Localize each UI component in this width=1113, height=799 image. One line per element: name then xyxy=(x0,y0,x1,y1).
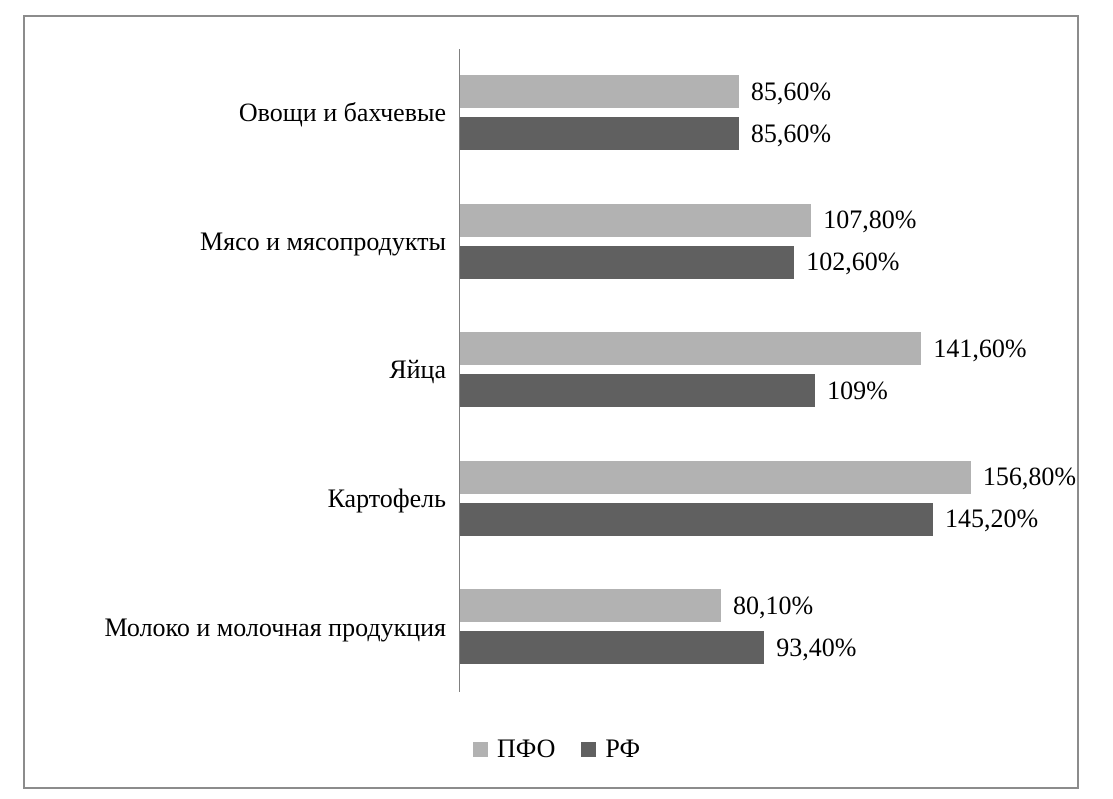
bar-пфо xyxy=(460,589,721,623)
bar-group: Овощи и бахчевые 85,60% 85,60% xyxy=(25,49,1077,178)
value-label-рф: 85,60% xyxy=(750,118,832,148)
chart-frame: Овощи и бахчевые 85,60% 85,60% Мясо и мясоп… xyxy=(23,15,1079,789)
y-axis-line xyxy=(459,49,460,692)
category-label: Яйца xyxy=(389,355,446,385)
bar-пфо xyxy=(460,75,739,108)
bar-group: Молоко и молочная продукция 80,10% 93,40% xyxy=(25,563,1077,692)
bar-пфо xyxy=(460,203,812,237)
bar-рф xyxy=(460,245,795,279)
legend-item-pfo: ПФО xyxy=(473,736,555,762)
bar-пфо xyxy=(460,460,971,494)
legend-swatch-pfo xyxy=(473,741,488,757)
bar-рф xyxy=(460,502,934,536)
bar-group: Картофель 156,80% 145,20% xyxy=(25,435,1077,564)
bar-group: Мясо и мясопродукты 107,80% 102,60% xyxy=(25,178,1077,307)
category-label: Мясо и мясопродукты xyxy=(200,226,446,256)
legend-swatch-rf xyxy=(581,741,597,757)
value-label-рф: 109% xyxy=(827,375,888,405)
legend-label-rf: РФ xyxy=(605,734,640,763)
value-label-пфо: 85,60% xyxy=(750,76,832,106)
value-label-пфо: 80,10% xyxy=(732,590,814,620)
category-label: Картофель xyxy=(327,484,446,514)
plot-area: Овощи и бахчевые 85,60% 85,60% Мясо и мясоп… xyxy=(25,17,1077,787)
legend-label-pfo: ПФО xyxy=(497,734,556,763)
bar-group: Яйца 141,60% 109% xyxy=(25,306,1077,435)
category-label: Молоко и молочная продукция xyxy=(104,612,446,642)
legend: ПФО РФ xyxy=(473,729,640,769)
bar-рф xyxy=(460,374,816,408)
bar-пфо xyxy=(460,332,922,366)
value-label-рф: 102,60% xyxy=(806,247,900,277)
bar-рф xyxy=(460,117,739,150)
value-label-рф: 93,40% xyxy=(776,632,857,662)
value-label-пфо: 156,80% xyxy=(982,462,1076,492)
value-label-рф: 145,20% xyxy=(945,504,1039,534)
category-label: Овощи и бахчевые xyxy=(238,98,446,128)
value-label-пфо: 141,60% xyxy=(933,333,1027,363)
bar-рф xyxy=(460,631,765,665)
value-label-пфо: 107,80% xyxy=(823,205,917,235)
legend-item-rf: РФ xyxy=(581,736,640,762)
